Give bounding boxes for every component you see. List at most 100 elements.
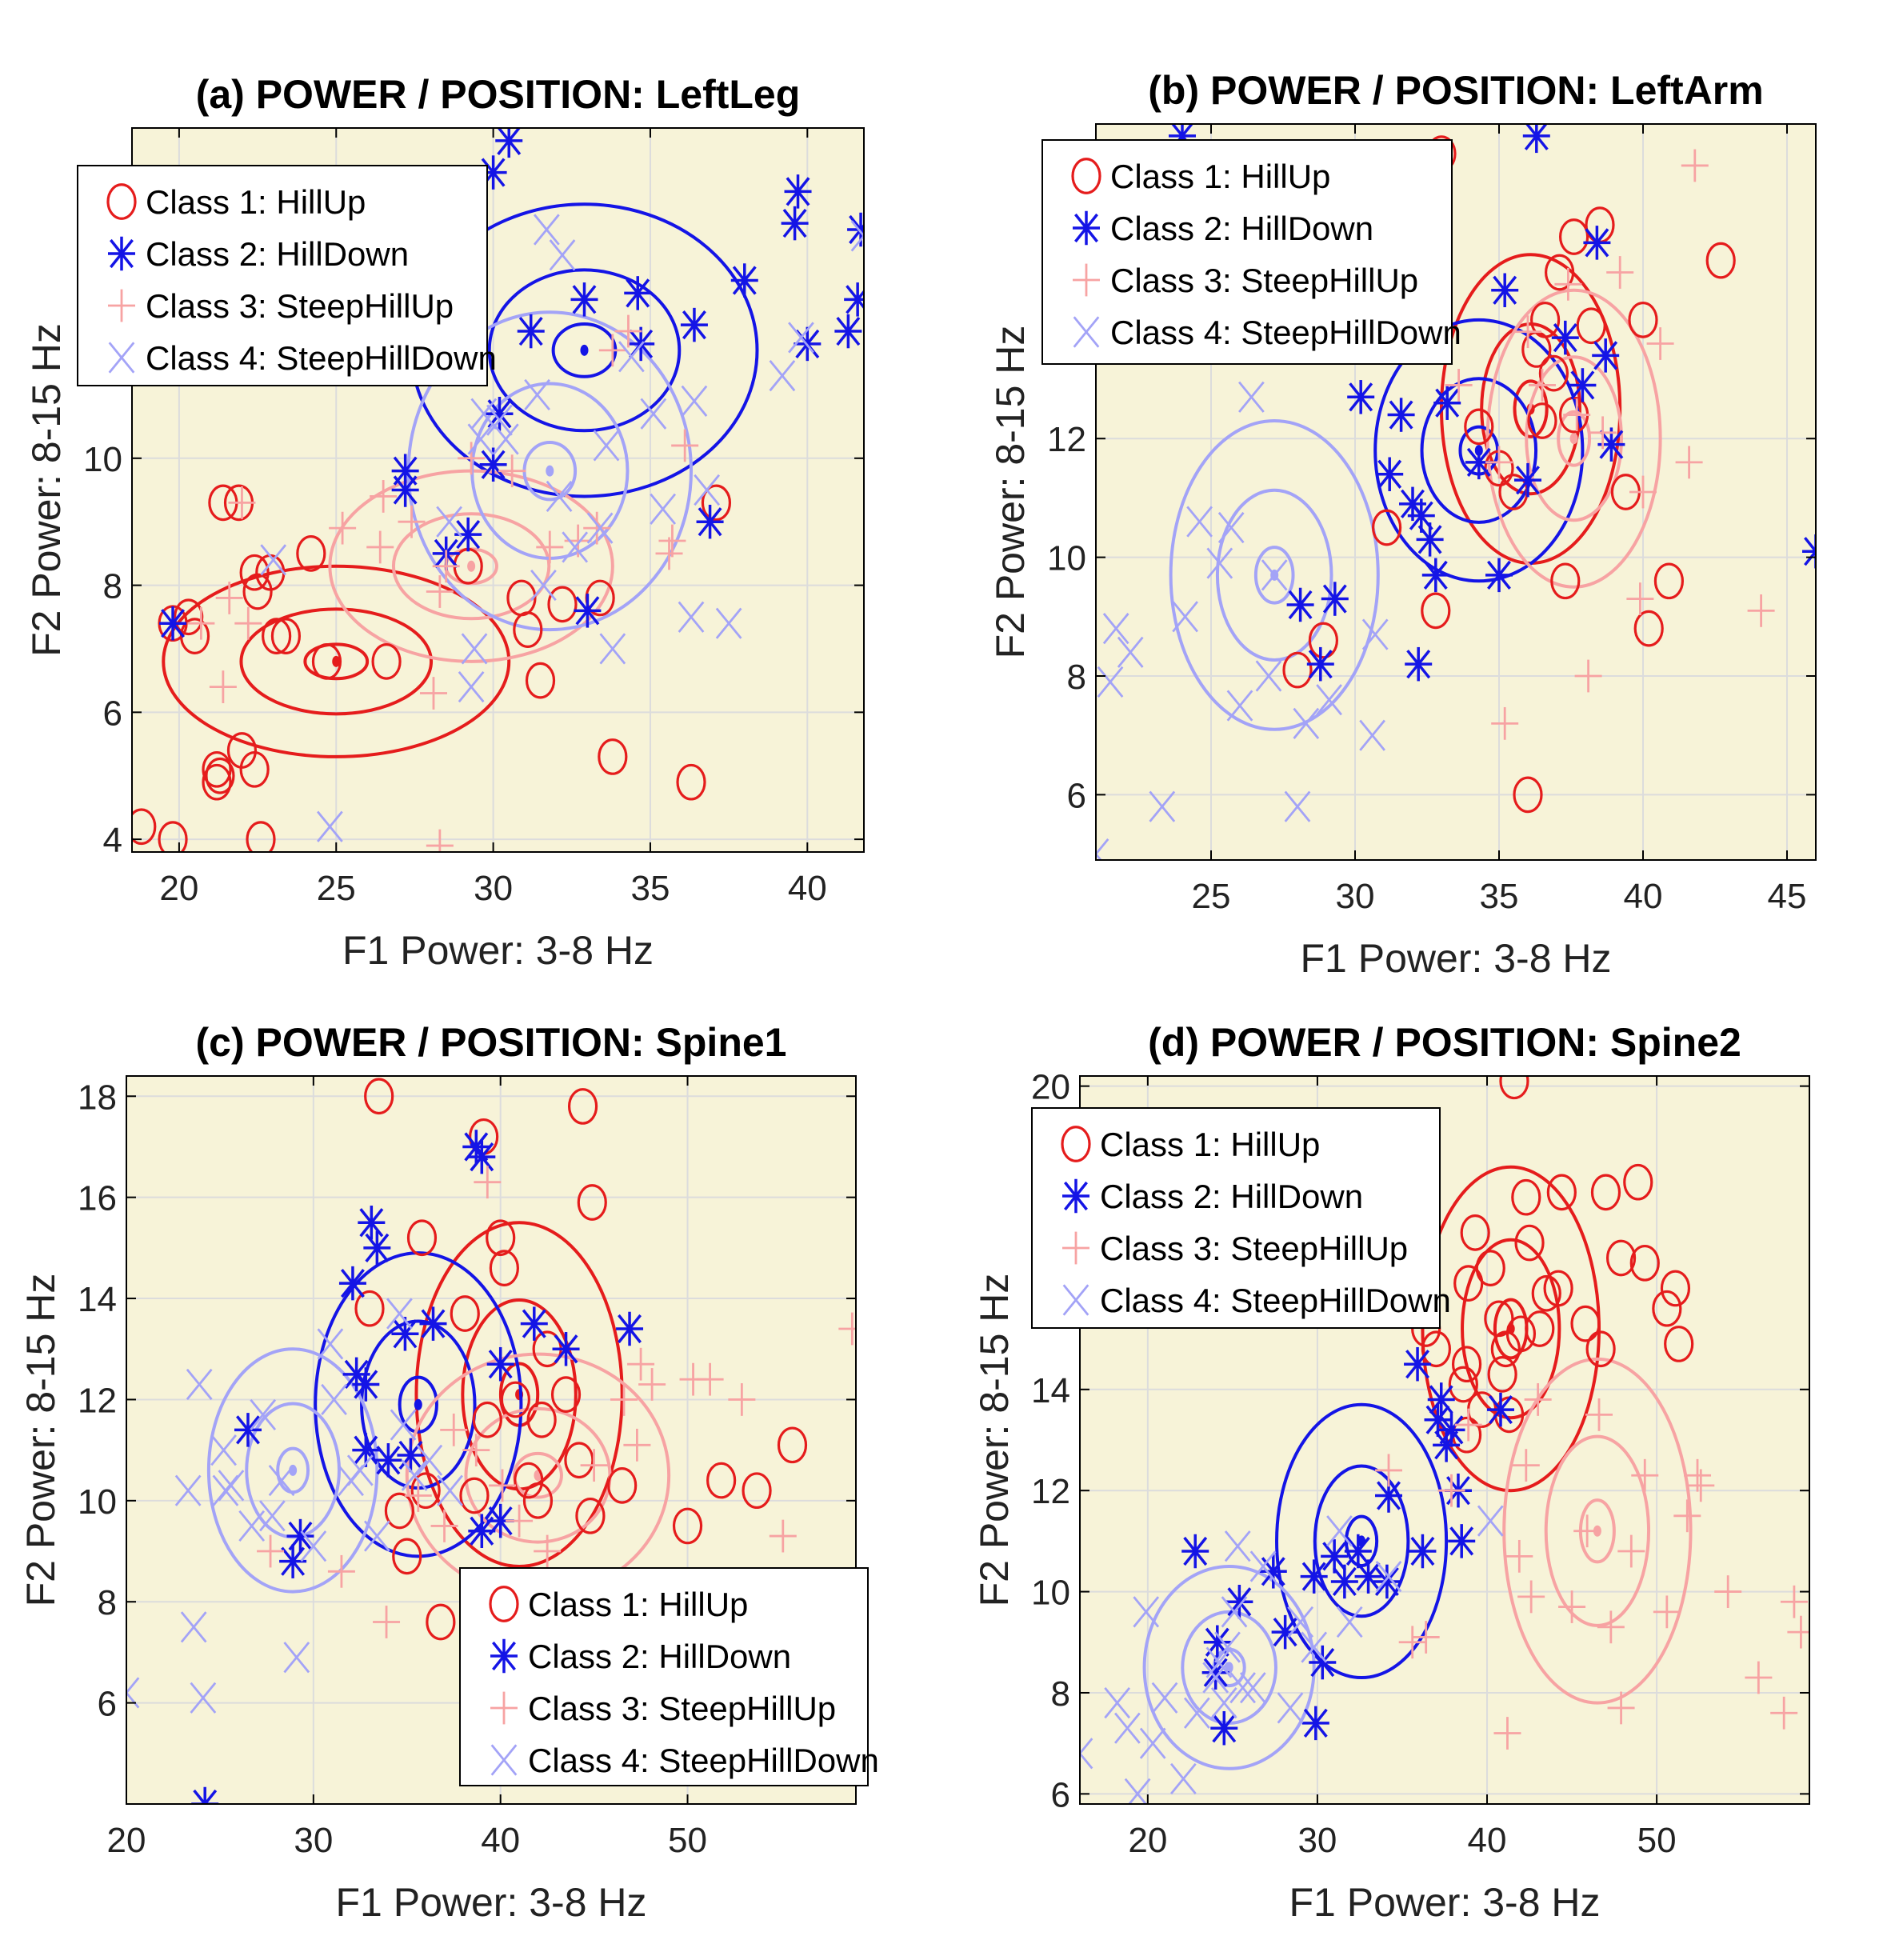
legend-circle-marker	[1061, 1126, 1091, 1162]
star-marker	[1569, 368, 1597, 402]
plus-marker	[1714, 1575, 1742, 1608]
x-axis-label: F1 Power: 3-8 Hz	[1300, 936, 1611, 981]
contour-ellipse	[303, 642, 370, 681]
circle-marker	[547, 586, 578, 623]
circle-marker	[1464, 408, 1494, 446]
x-marker	[599, 633, 626, 665]
plus-marker	[1687, 1469, 1715, 1502]
legend-circle-marker	[1071, 158, 1101, 194]
x-marker	[486, 404, 513, 436]
circle-marker	[522, 1482, 554, 1519]
x-marker	[1255, 660, 1282, 692]
x-marker	[788, 322, 814, 354]
x-marker	[1284, 790, 1311, 822]
x-tick-label: 35	[630, 869, 670, 908]
x-marker	[1172, 601, 1198, 633]
star-marker	[468, 1139, 496, 1174]
plus-marker	[370, 480, 398, 513]
x-tick-label: 25	[317, 869, 356, 908]
x-marker	[317, 1328, 344, 1360]
star-marker	[391, 473, 419, 507]
circle-marker	[525, 662, 556, 699]
circle-marker	[459, 1477, 490, 1514]
plus-marker	[215, 582, 243, 614]
y-tick-label: 6	[1067, 776, 1086, 815]
plus-marker	[1787, 1615, 1809, 1649]
star-marker	[363, 1230, 391, 1266]
plus-marker	[1574, 659, 1602, 693]
legend: Class 1: HillUp Class 2: HillDown Class 3:…	[1031, 1107, 1451, 1329]
plus-marker	[498, 454, 526, 488]
circle-marker	[354, 1290, 385, 1327]
circle-marker	[384, 1492, 415, 1530]
circle-marker	[1421, 1330, 1451, 1368]
y-axis-label: F2 Power: 8-15 Hz	[24, 323, 69, 657]
x-marker	[1139, 1727, 1166, 1759]
x-tick-label: 20	[107, 1821, 146, 1860]
circle-marker	[1590, 1174, 1621, 1211]
plus-marker	[1626, 582, 1654, 615]
y-tick-label: 14	[78, 1280, 117, 1319]
contour-ellipse	[1215, 488, 1333, 662]
circle-marker	[564, 1442, 594, 1479]
star-marker	[1433, 1428, 1461, 1462]
star-marker	[1321, 582, 1349, 616]
star-marker	[1373, 1564, 1401, 1599]
star-marker	[486, 1346, 514, 1382]
x-marker	[363, 1520, 390, 1552]
x-marker	[524, 378, 550, 411]
plus-marker	[426, 575, 454, 608]
chart-title: (b) POWER / POSITION: LeftArm	[1148, 68, 1763, 113]
plus-marker	[838, 1312, 856, 1346]
star-marker	[624, 276, 652, 310]
circle-marker	[526, 1401, 557, 1438]
plus-marker	[1585, 1398, 1613, 1431]
plus-marker	[1491, 706, 1519, 740]
class-center-marker	[546, 465, 554, 477]
x-marker	[650, 493, 677, 525]
circle-marker	[598, 738, 628, 775]
x-marker	[238, 1510, 266, 1542]
circle-marker	[1652, 1290, 1682, 1327]
plus-marker	[228, 486, 256, 519]
legend-plus-marker	[1062, 1231, 1089, 1265]
series-class-3	[257, 1166, 856, 1638]
circle-marker	[1629, 1244, 1660, 1282]
plus-marker	[610, 1383, 638, 1416]
legend-star-marker	[490, 1638, 518, 1674]
circle-marker	[1653, 562, 1684, 600]
legend-box	[459, 1567, 869, 1786]
x-tick-label: 40	[788, 869, 827, 908]
legend-entry-label: Class 3: SteepHillUp	[146, 287, 454, 325]
panel-d: 20 30 40 50 6 8 10 12 14 20 (d) POWER / POSITION: …	[972, 1020, 1810, 1925]
y-tick-label: 10	[1047, 539, 1086, 578]
circle-marker	[500, 1381, 531, 1418]
contour-ellipse	[391, 512, 551, 621]
x-marker	[562, 531, 589, 563]
legend: Class 1: HillUp Class 2: HillDown Class 3:…	[77, 165, 497, 386]
star-marker	[1330, 1564, 1358, 1599]
circle-marker	[1487, 1355, 1517, 1393]
plus-marker	[329, 511, 357, 545]
star-marker	[462, 1130, 490, 1164]
star-marker	[352, 1367, 380, 1402]
contour-ellipse	[1461, 1238, 1561, 1420]
x-marker	[530, 569, 557, 602]
x-marker	[492, 423, 519, 455]
series-class-2	[1169, 124, 1816, 682]
plus-marker	[1617, 1534, 1645, 1568]
plus-marker	[1375, 1454, 1403, 1487]
plus-marker	[398, 505, 426, 538]
star-marker	[1416, 522, 1444, 557]
plus-marker	[1554, 267, 1582, 301]
plus-marker	[462, 1434, 490, 1467]
plot-frame	[131, 127, 865, 853]
legend-entry-label: Class 2: HillDown	[146, 235, 409, 273]
star-marker	[1376, 457, 1404, 491]
x-marker	[1375, 1561, 1402, 1593]
contour-ellipse	[239, 607, 434, 716]
circle-marker	[777, 1426, 808, 1464]
star-marker	[517, 314, 545, 349]
plus-marker	[614, 314, 642, 348]
contour-ellipse	[398, 1375, 438, 1434]
